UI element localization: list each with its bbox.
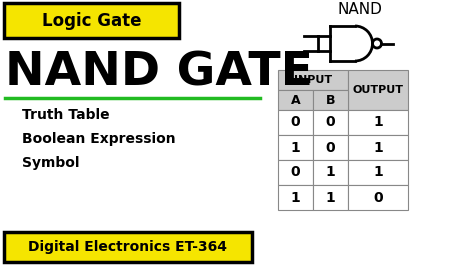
Text: B: B bbox=[326, 94, 335, 106]
Text: 1: 1 bbox=[291, 140, 301, 155]
Text: 1: 1 bbox=[373, 140, 383, 155]
Text: 1: 1 bbox=[291, 190, 301, 205]
Text: 1: 1 bbox=[326, 190, 336, 205]
Text: Truth Table: Truth Table bbox=[22, 108, 109, 122]
Text: 1: 1 bbox=[373, 165, 383, 180]
Bar bbox=[278, 185, 313, 210]
Bar bbox=[348, 160, 408, 185]
Text: Boolean Expression: Boolean Expression bbox=[22, 132, 176, 146]
Bar bbox=[278, 160, 313, 185]
Text: 0: 0 bbox=[373, 190, 383, 205]
Text: Logic Gate: Logic Gate bbox=[42, 11, 141, 30]
Bar bbox=[348, 135, 408, 160]
Text: Symbol: Symbol bbox=[22, 156, 80, 170]
Bar bbox=[278, 90, 313, 110]
Text: NAND GATE: NAND GATE bbox=[5, 51, 313, 96]
Bar bbox=[313, 110, 348, 135]
Text: Digital Electronics ET-364: Digital Electronics ET-364 bbox=[28, 240, 228, 254]
Bar bbox=[348, 70, 408, 110]
Bar bbox=[348, 110, 408, 135]
Text: 0: 0 bbox=[326, 115, 335, 130]
Bar bbox=[313, 135, 348, 160]
Text: 0: 0 bbox=[291, 165, 301, 180]
Bar bbox=[4, 3, 179, 38]
Bar bbox=[278, 110, 313, 135]
Bar bbox=[278, 135, 313, 160]
Text: INPUT: INPUT bbox=[294, 75, 332, 85]
Text: NAND: NAND bbox=[337, 2, 383, 17]
Bar bbox=[348, 185, 408, 210]
Bar bbox=[4, 232, 252, 262]
Bar bbox=[313, 185, 348, 210]
Text: 0: 0 bbox=[326, 140, 335, 155]
Text: 1: 1 bbox=[373, 115, 383, 130]
Text: OUTPUT: OUTPUT bbox=[353, 85, 403, 95]
Bar bbox=[313, 160, 348, 185]
Text: 1: 1 bbox=[326, 165, 336, 180]
Text: 0: 0 bbox=[291, 115, 301, 130]
Text: A: A bbox=[291, 94, 301, 106]
Bar bbox=[313, 90, 348, 110]
Bar bbox=[278, 70, 348, 90]
